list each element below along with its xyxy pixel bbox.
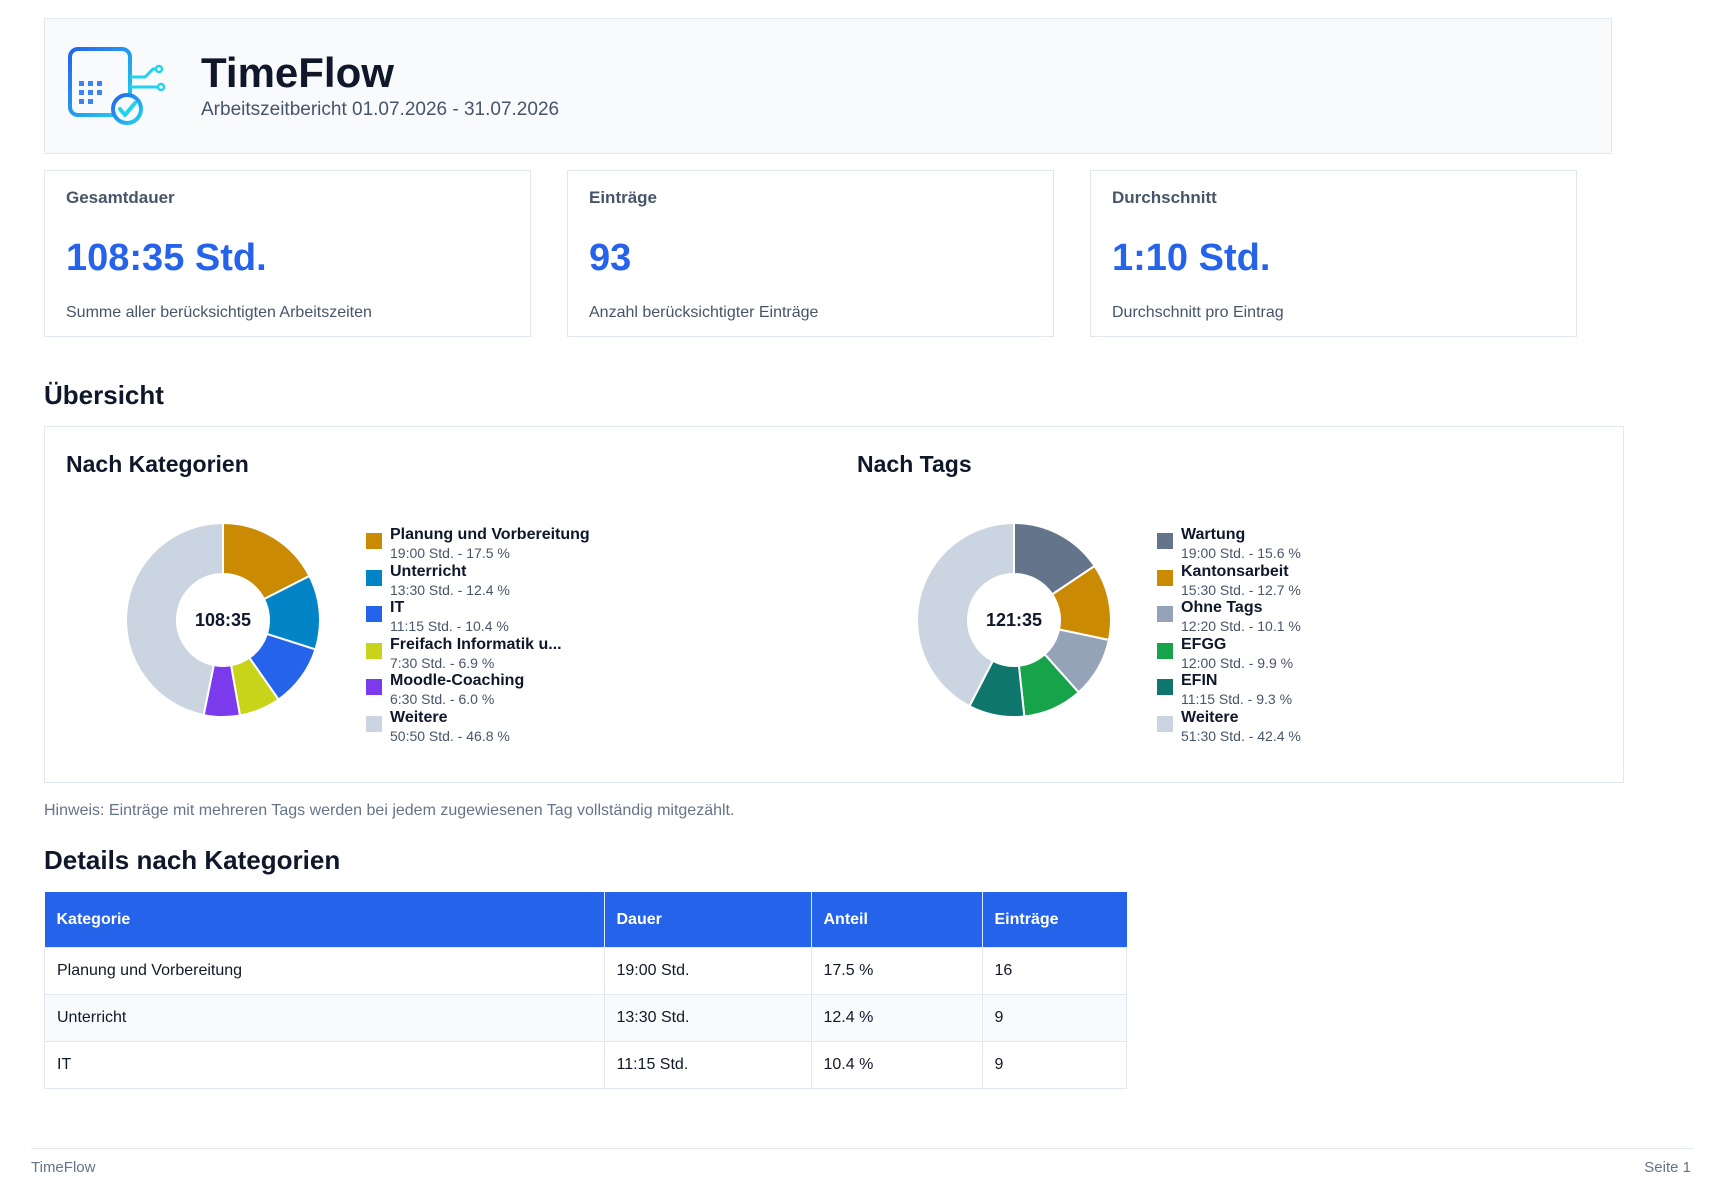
stat-title: Durchschnitt xyxy=(1112,188,1217,207)
donut-center-total: 121:35 xyxy=(986,610,1042,630)
legend-detail: 6:30 Std. - 6.0 % xyxy=(390,691,495,707)
stat-description: Anzahl berücksichtigter Einträge xyxy=(589,304,819,321)
legend-detail: 12:00 Std. - 9.9 % xyxy=(1181,654,1294,671)
column-header-duration: Dauer xyxy=(604,892,812,948)
legend-detail: 12:20 Std. - 10.1 % xyxy=(1181,618,1301,634)
donut-slice-5 xyxy=(916,521,1015,708)
legend-detail: 51:30 Std. - 42.4 % xyxy=(1181,727,1301,744)
cell-entries: 16 xyxy=(981,947,1127,995)
stat-description: Summe aller berücksichtigten Arbeitszeit… xyxy=(66,304,372,321)
legend-label: Moodle-Coaching xyxy=(390,672,525,689)
details-table: Kategorie Dauer Anteil Einträge Planung … xyxy=(44,892,1127,1089)
legend-detail: 13:30 Std. - 12.4 % xyxy=(390,581,510,598)
stat-value: 93 xyxy=(589,237,632,279)
stat-value: 1:10 Std. xyxy=(1112,237,1271,279)
chart-title-tags: Nach Tags xyxy=(857,451,972,477)
calendar-check-icon xyxy=(68,39,165,125)
legend-detail: 50:50 Std. - 46.8 % xyxy=(390,727,510,744)
overview-charts-panel: Nach Kategorien 108:35 Planung und Vorbe… xyxy=(44,426,1624,783)
stat-card-average: Durchschnitt 1:10 Std. Durchschnitt pro … xyxy=(1090,170,1577,337)
donut-center-total: 108:35 xyxy=(195,610,251,630)
table-row: Planung und Vorbereitung 19:00 Std. 17.5… xyxy=(44,947,1127,995)
footer-app-name: TimeFlow xyxy=(31,1159,96,1176)
cell-duration: 19:00 Std. xyxy=(603,947,812,995)
footer-page-number: Seite 1 xyxy=(1644,1159,1691,1176)
stat-card-entries: Einträge 93 Anzahl berücksichtigter Eint… xyxy=(567,170,1054,337)
legend-swatch xyxy=(366,569,382,586)
details-heading: Details nach Kategorien xyxy=(44,845,341,875)
stat-title: Gesamtdauer xyxy=(66,188,175,207)
stat-description: Durchschnitt pro Eintrag xyxy=(1112,304,1284,321)
legend-swatch xyxy=(366,533,382,549)
legend-label: Planung und Vorbereitung xyxy=(390,526,590,543)
stat-card-total-duration: Gesamtdauer 108:35 Std. Summe aller berü… xyxy=(44,170,531,337)
legend-label: EFGG xyxy=(1181,635,1227,653)
legend-detail: 19:00 Std. - 15.6 % xyxy=(1181,545,1301,561)
legend-label: Weitere xyxy=(1181,708,1239,726)
legend-detail: 15:30 Std. - 12.7 % xyxy=(1181,581,1301,598)
tags-donut-chart: 121:35 xyxy=(916,521,1112,718)
cell-duration: 11:15 Std. xyxy=(603,1041,812,1089)
legend-swatch xyxy=(366,715,382,732)
legend-label: Weitere xyxy=(390,708,448,726)
categories-donut-chart: 108:35 xyxy=(125,521,321,718)
stat-value: 108:35 Std. xyxy=(66,237,267,279)
legend-swatch xyxy=(1157,606,1173,622)
table-row: Unterricht 13:30 Std. 12.4 % 9 xyxy=(44,994,1127,1042)
legend-label: Freifach Informatik u... xyxy=(390,635,562,653)
legend-swatch xyxy=(1157,569,1173,586)
legend-swatch xyxy=(366,642,382,659)
legend-detail: 19:00 Std. - 17.5 % xyxy=(390,545,510,561)
legend-label: IT xyxy=(390,599,405,616)
cell-category: Planung und Vorbereitung xyxy=(44,947,605,995)
legend-swatch xyxy=(1157,715,1173,732)
cell-share: 12.4 % xyxy=(810,994,983,1042)
donut-slice-5 xyxy=(125,521,224,717)
cell-entries: 9 xyxy=(981,1041,1127,1089)
legend-detail: 11:15 Std. - 9.3 % xyxy=(1181,691,1293,707)
column-header-category: Kategorie xyxy=(44,892,605,948)
report-subtitle: Arbeitszeitbericht 01.07.2026 - 31.07.20… xyxy=(201,99,560,120)
legend-swatch xyxy=(366,606,382,622)
report-header: TimeFlow Arbeitszeitbericht 01.07.2026 -… xyxy=(44,18,1612,154)
cell-duration: 13:30 Std. xyxy=(603,994,812,1042)
legend-swatch xyxy=(1157,679,1173,695)
legend-label: Ohne Tags xyxy=(1181,599,1263,616)
table-row: IT 11:15 Std. 10.4 % 9 xyxy=(44,1041,1127,1089)
overview-heading: Übersicht xyxy=(44,380,164,410)
legend-label: EFIN xyxy=(1181,672,1218,689)
legend-detail: 11:15 Std. - 10.4 % xyxy=(390,618,509,634)
cell-entries: 9 xyxy=(981,994,1127,1042)
footer-divider xyxy=(31,1148,1693,1149)
legend-swatch xyxy=(366,679,382,695)
legend-label: Kantonsarbeit xyxy=(1181,562,1289,580)
legend-label: Wartung xyxy=(1181,526,1246,543)
legend-swatch xyxy=(1157,533,1173,549)
column-header-entries: Einträge xyxy=(982,892,1127,948)
legend-detail: 7:30 Std. - 6.9 % xyxy=(390,654,495,671)
cell-share: 17.5 % xyxy=(810,947,983,995)
stat-title: Einträge xyxy=(589,188,658,207)
legend-label: Unterricht xyxy=(390,562,467,580)
cell-category: Unterricht xyxy=(44,994,605,1042)
chart-title-categories: Nach Kategorien xyxy=(66,451,249,477)
column-header-share: Anteil xyxy=(811,892,983,948)
cell-share: 10.4 % xyxy=(810,1041,983,1089)
cell-category: IT xyxy=(44,1041,605,1089)
app-title: TimeFlow xyxy=(201,49,394,96)
legend-swatch xyxy=(1157,642,1173,659)
overview-note: Hinweis: Einträge mit mehreren Tags werd… xyxy=(44,802,735,819)
table-header-row: Kategorie Dauer Anteil Einträge xyxy=(44,892,1127,948)
